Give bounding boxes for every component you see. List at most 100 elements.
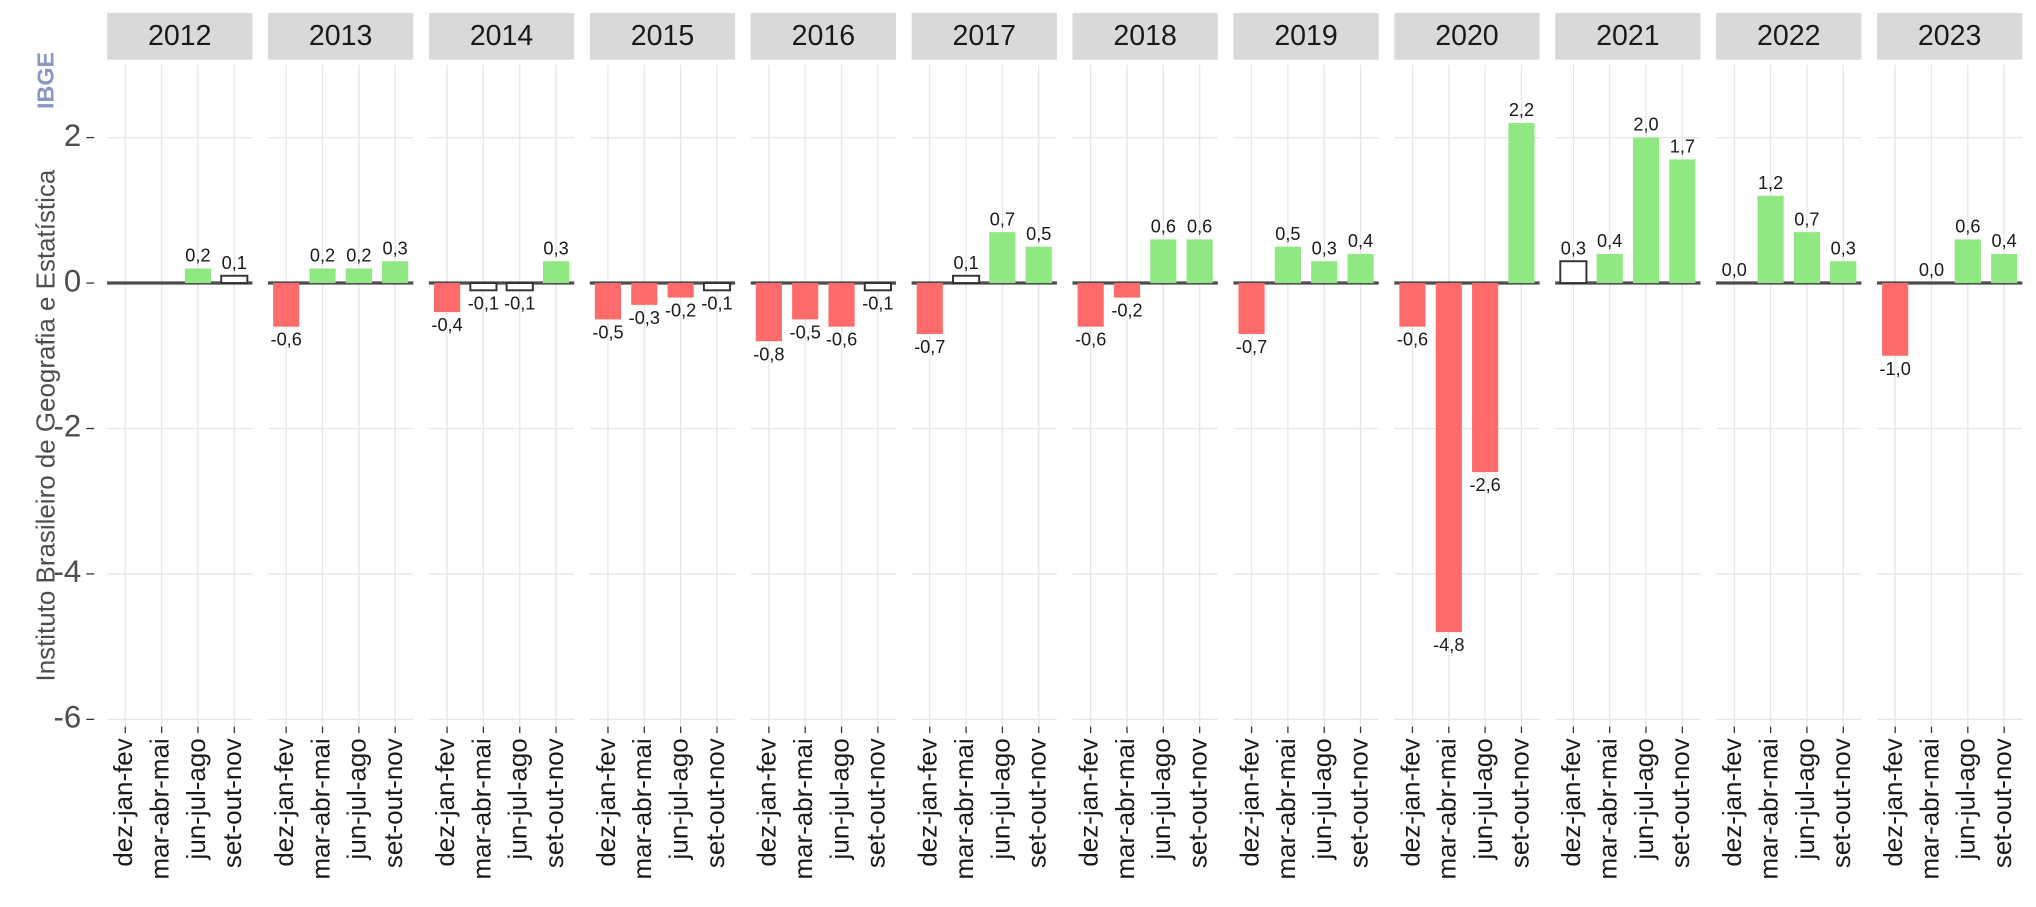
data-label: 0,5 [1026,224,1051,244]
x-tick-label: dez-jan-fev [915,738,943,866]
x-tick-label: dez-jan-fev [1236,738,1264,866]
facet-strip [1716,12,1862,60]
data-label: 0,3 [1831,238,1856,258]
x-tick-label: mar-abr-mai [307,738,335,879]
data-label: -0,8 [753,344,784,364]
x-tick-label: jun-jul-ago [1631,738,1659,860]
bar [1793,232,1821,284]
data-label: 0,3 [1561,238,1586,258]
panel-background [589,64,736,727]
x-tick-label: mar-abr-mai [951,738,979,879]
x-tick-label: jun-jul-ago [1953,738,1981,860]
data-label: -0,1 [862,293,893,313]
x-tick-label: dez-jan-fev [1558,738,1586,866]
x-tick-label: dez-jan-fev [1076,738,1104,866]
data-label: 0,2 [185,246,210,266]
data-label: 0,2 [310,246,335,266]
bar [755,283,782,342]
facet-title: 2016 [792,20,855,52]
data-label: 0,3 [1312,238,1337,258]
y-axis-label: Instituto Brasileiro de Geografia e Esta… [32,169,60,681]
facet-strip [1072,12,1218,60]
x-tick-label: jun-jul-ago [665,738,693,860]
x-tick-label: jun-jul-ago [987,738,1015,860]
y-tick-label: 2 [64,118,81,153]
facet-strip [1555,12,1701,60]
bar [345,268,372,284]
bar [220,274,249,285]
data-label: -0,4 [431,315,462,335]
facet-title: 2013 [309,20,372,52]
facet-strip [1233,12,1379,60]
bar [1472,283,1499,473]
data-label: -1,0 [1880,359,1911,379]
bar [1508,123,1535,284]
bar [1991,253,2018,284]
x-tick-label: mar-abr-mai [1112,738,1140,879]
bar [916,283,943,334]
bar [184,268,212,284]
data-label: -0,2 [1111,301,1142,321]
facet-title: 2018 [1113,20,1176,52]
x-tick-label: dez-jan-fev [432,738,460,866]
x-tick-label: dez-jan-fev [593,738,621,866]
x-tick-label: jun-jul-ago [826,738,854,860]
data-label: -0,7 [914,337,945,357]
data-label: -0,5 [592,322,623,342]
data-label: -4,8 [1433,635,1464,655]
facet-title: 2017 [953,20,1016,52]
x-tick-label: dez-jan-fev [1880,738,1908,866]
x-tick-label: dez-jan-fev [1397,738,1425,866]
bar [594,283,622,320]
bar [1559,260,1588,285]
facet-title: 2021 [1596,20,1659,52]
x-tick-label: mar-abr-mai [790,738,818,879]
bar [667,283,694,298]
data-label: 1,2 [1758,173,1783,193]
x-tick-label: mar-abr-mai [1434,738,1462,879]
panel-background [268,64,414,727]
x-tick-label: jun-jul-ago [344,738,372,860]
facet-title: 2023 [1918,20,1981,52]
data-label: 0,2 [346,246,371,266]
bar [1238,283,1265,334]
data-label: 0,6 [1187,217,1212,237]
data-label: 0,7 [1794,209,1819,229]
x-tick-label: jun-jul-ago [1470,738,1498,860]
data-label: -0,6 [1075,330,1106,350]
bar [433,283,461,313]
y-tick-label: 0 [64,263,81,298]
x-tick-label: set-out-nov [541,738,569,868]
data-label: -0,3 [629,308,660,328]
bar [631,283,658,305]
bar [469,282,498,292]
x-tick-label: set-out-nov [1345,738,1373,868]
facet-title: 2015 [631,20,694,52]
bar [1954,239,1981,284]
bar [1632,137,1660,284]
bar [1274,246,1301,284]
facet-title: 2020 [1435,20,1498,52]
bar [1025,246,1052,284]
x-tick-label: mar-abr-mai [1916,738,1944,879]
data-label: -0,6 [1397,330,1428,350]
bar [1882,283,1909,356]
data-label: 0,4 [1348,231,1373,251]
x-tick-label: dez-jan-fev [1719,738,1747,866]
data-label: 2,0 [1633,115,1658,135]
y-tick-label: -2 [53,409,81,444]
facet-strip [428,12,575,60]
data-label: 0,3 [383,238,408,258]
brand: IBGE [33,52,59,109]
x-tick-label: jun-jul-ago [505,738,533,860]
bar [1669,159,1696,284]
data-label: 0,3 [543,238,568,258]
bar [505,282,534,292]
facet-strip [107,12,253,60]
facet-strip [589,12,736,60]
facet-strip [1876,12,2023,60]
bar [1311,261,1338,284]
bar [1830,261,1857,284]
panel-background [911,64,1057,727]
x-tick-label: set-out-nov [1667,738,1695,868]
